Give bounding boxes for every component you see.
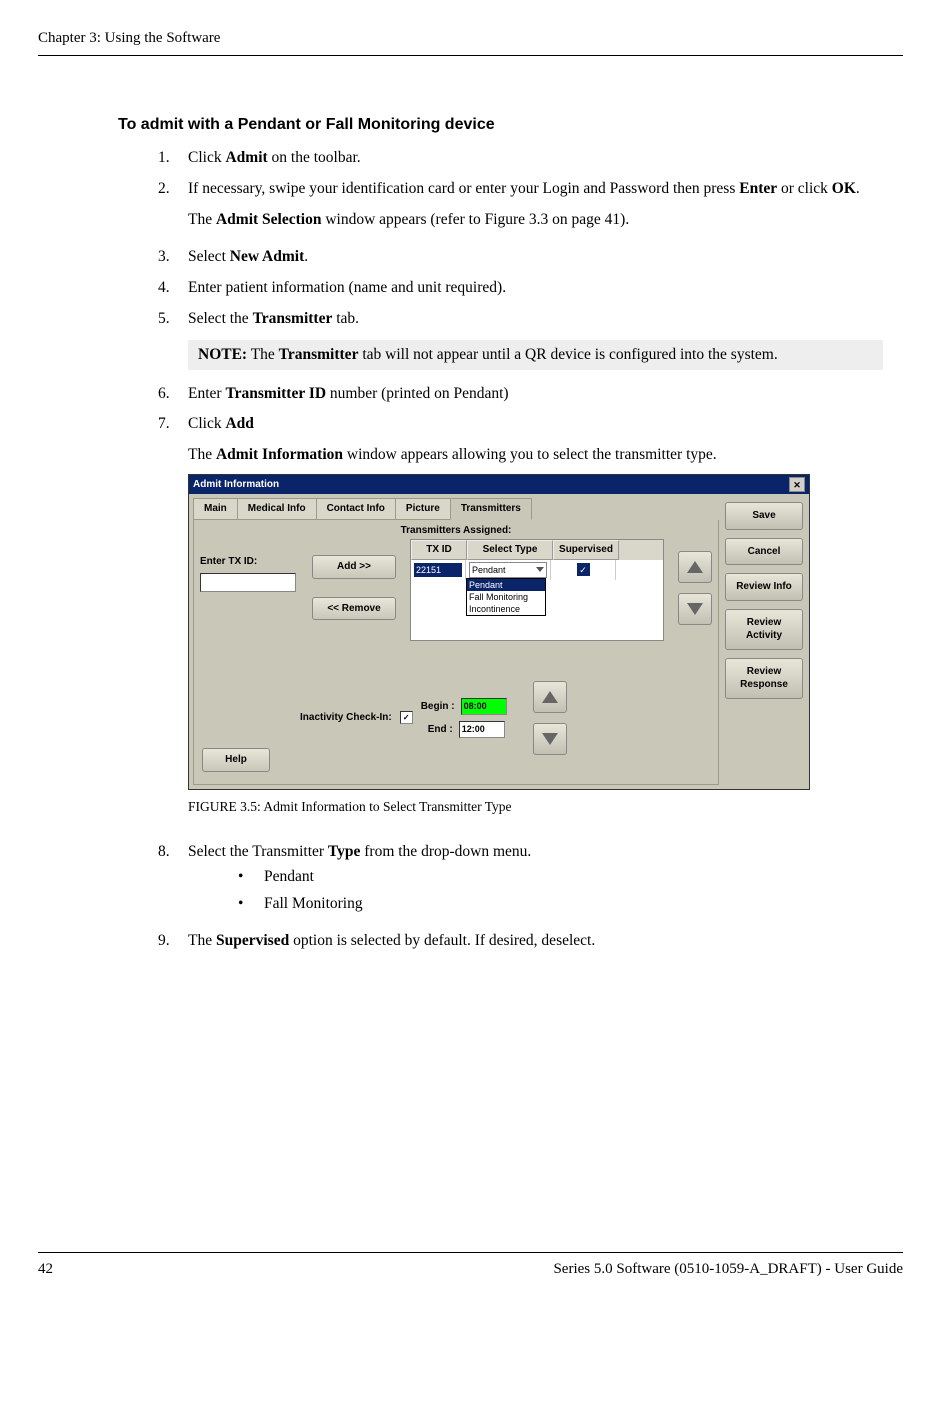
step-text: Select the Transmitter Type from the dro… (188, 842, 883, 921)
txid-input[interactable] (200, 573, 296, 592)
page-number: 42 (38, 1261, 53, 1278)
section-heading: To admit with a Pendant or Fall Monitori… (118, 116, 903, 134)
col-type: Select Type (467, 540, 553, 560)
tab-picture[interactable]: Picture (395, 498, 451, 520)
arrow-up-icon (687, 561, 703, 573)
step-text: Enter patient information (name and unit… (188, 278, 883, 299)
tab-contact[interactable]: Contact Info (316, 498, 396, 520)
inactivity-checkbox[interactable]: ✓ (400, 711, 413, 724)
step-num: 9. (158, 931, 188, 952)
arrow-down-icon (687, 603, 703, 615)
review-info-button[interactable]: Review Info (725, 573, 803, 601)
step-num: 6. (158, 384, 188, 405)
figure-screenshot: Admit Information ✕ Main Medical Info Co… (188, 474, 883, 790)
step-4: 4. Enter patient information (name and u… (158, 278, 883, 299)
cancel-button[interactable]: Cancel (725, 538, 803, 566)
step-8: 8. Select the Transmitter Type from the … (158, 842, 883, 921)
bullet-item: •Fall Monitoring (238, 894, 883, 915)
time-down-button[interactable] (533, 723, 567, 755)
remove-button[interactable]: << Remove (312, 597, 396, 621)
step-text: Click Add The Admit Information window a… (188, 414, 883, 832)
time-up-button[interactable] (533, 681, 567, 713)
end-time-input[interactable]: 12:00 (459, 721, 505, 738)
tab-transmitters[interactable]: Transmitters (450, 498, 532, 520)
step-text: Enter Transmitter ID number (printed on … (188, 384, 883, 405)
step-num: 8. (158, 842, 188, 921)
step-num: 5. (158, 309, 188, 330)
step-2: 2. If necessary, swipe your identificati… (158, 179, 883, 237)
step-text: If necessary, swipe your identification … (188, 179, 883, 237)
enter-txid-label: Enter TX ID: (200, 555, 306, 569)
table-row: 22151 Pendant (411, 560, 663, 580)
note-box: NOTE: The Transmitter tab will not appea… (188, 340, 883, 370)
bullet-item: •Pendant (238, 867, 883, 888)
step-num: 3. (158, 247, 188, 268)
step-1: 1. Click Admit on the toolbar. (158, 148, 883, 169)
chapter-header: Chapter 3: Using the Software (38, 30, 903, 56)
dropdown-opt-pendant[interactable]: Pendant (467, 579, 545, 591)
txid-value: 22151 (414, 563, 462, 577)
type-select[interactable]: Pendant (469, 562, 547, 578)
arrow-down-icon (542, 733, 558, 745)
step-5: 5. Select the Transmitter tab. (158, 309, 883, 330)
begin-time-input[interactable]: 08:00 (461, 698, 507, 715)
step-3: 3. Select New Admit. (158, 247, 883, 268)
transmitters-table: TX ID Select Type Supervised 22151 (410, 539, 664, 641)
step-num: 7. (158, 414, 188, 832)
tab-medical[interactable]: Medical Info (237, 498, 317, 520)
step-num: 4. (158, 278, 188, 299)
move-down-button[interactable] (678, 593, 712, 625)
col-supervised: Supervised (553, 540, 619, 560)
step-text: The Supervised option is selected by def… (188, 931, 883, 952)
tab-main[interactable]: Main (193, 498, 238, 520)
figure-caption: FIGURE 3.5: Admit Information to Select … (188, 798, 883, 816)
supervised-checkbox[interactable]: ✓ (576, 562, 591, 577)
help-button[interactable]: Help (202, 748, 270, 772)
step-9: 9. The Supervised option is selected by … (158, 931, 883, 952)
save-button[interactable]: Save (725, 502, 803, 530)
step-num: 1. (158, 148, 188, 169)
move-up-button[interactable] (678, 551, 712, 583)
close-icon[interactable]: ✕ (789, 477, 805, 492)
dropdown-opt-fall[interactable]: Fall Monitoring (467, 591, 545, 603)
step-7: 7. Click Add The Admit Information windo… (158, 414, 883, 832)
chevron-down-icon (536, 567, 544, 572)
begin-label: Begin : (421, 700, 455, 714)
step-6: 6. Enter Transmitter ID number (printed … (158, 384, 883, 405)
step-num: 2. (158, 179, 188, 237)
step-text: Select New Admit. (188, 247, 883, 268)
inactivity-label: Inactivity Check-In: (300, 711, 392, 725)
col-txid: TX ID (411, 540, 467, 560)
type-dropdown-list: Pendant Fall Monitoring Incontinence (466, 578, 546, 616)
admit-info-dialog: Admit Information ✕ Main Medical Info Co… (188, 474, 810, 790)
dropdown-opt-incontinence[interactable]: Incontinence (467, 603, 545, 615)
review-response-button[interactable]: Review Response (725, 658, 803, 699)
step-text: Click Admit on the toolbar. (188, 148, 883, 169)
dialog-title: Admit Information (193, 478, 279, 492)
review-activity-button[interactable]: Review Activity (725, 609, 803, 650)
doc-title: Series 5.0 Software (0510-1059-A_DRAFT) … (553, 1261, 903, 1278)
arrow-up-icon (542, 691, 558, 703)
step-text: Select the Transmitter tab. (188, 309, 883, 330)
assigned-label: Transmitters Assigned: (200, 524, 712, 538)
end-label: End : (428, 723, 453, 737)
page-footer: 42 Series 5.0 Software (0510-1059-A_DRAF… (38, 1252, 903, 1278)
add-button[interactable]: Add >> (312, 555, 396, 579)
dialog-titlebar: Admit Information ✕ (189, 475, 809, 494)
